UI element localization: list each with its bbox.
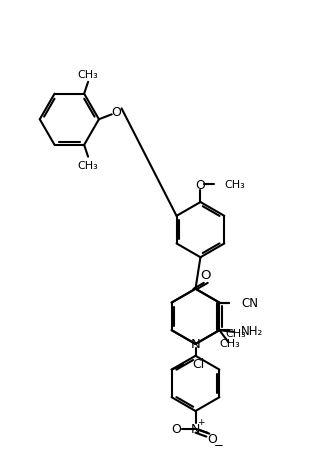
Text: O: O [112,106,122,119]
Text: O: O [207,432,217,445]
Text: CN: CN [241,296,258,309]
Text: CH₃: CH₃ [224,180,245,190]
Text: O: O [195,179,205,191]
Text: CH₃: CH₃ [78,70,98,80]
Text: O: O [201,269,211,282]
Text: CH₃: CH₃ [78,160,98,170]
Text: +: + [197,418,204,426]
Text: Cl: Cl [192,357,204,370]
Text: O: O [171,422,181,435]
Text: CH₃: CH₃ [220,338,240,349]
Text: N: N [191,338,200,351]
Text: N: N [191,422,200,435]
Text: NH₂: NH₂ [241,324,263,337]
Text: CH₃: CH₃ [226,328,246,338]
Text: −: − [214,438,224,451]
